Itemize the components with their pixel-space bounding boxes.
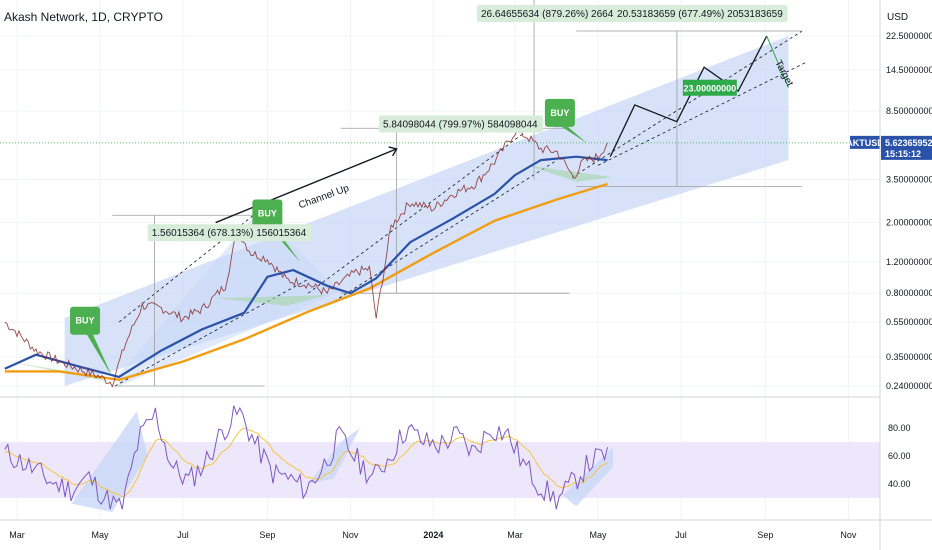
time-tick-label: May xyxy=(589,530,607,540)
chart-title: Akash Network, 1D, CRYPTO xyxy=(4,10,163,24)
buy-label: BUY xyxy=(76,316,95,326)
price-tick-label: 1.20000000 xyxy=(886,257,932,267)
measurement-label: 1.56015364 (678.13%) 156015364 xyxy=(147,224,312,242)
rsi-tick-label: 60.00 xyxy=(888,451,911,461)
measurement-text: 5.84098044 (799.97%) 584098044 xyxy=(383,119,538,130)
target-badge: 23.00000000 xyxy=(682,79,737,96)
buy-callout-shape xyxy=(544,98,588,144)
ma-50-line xyxy=(4,155,608,379)
time-tick-label: Nov xyxy=(840,530,857,540)
rsi-channel xyxy=(71,411,148,512)
price-tick-label: 8.50000000 xyxy=(886,106,932,116)
rsi-tick-label: 80.00 xyxy=(888,423,911,433)
buy-callout: BUY xyxy=(544,98,588,144)
channel-up-arrowhead xyxy=(388,146,398,157)
time-tick-label: Jul xyxy=(177,530,189,540)
measurement-label: 5.84098044 (799.97%) 584098044 xyxy=(379,115,544,133)
time-tick-label: 2024 xyxy=(423,530,443,540)
time-tick-label: Mar xyxy=(507,530,523,540)
price-tick-label: 3.50000000 xyxy=(886,174,932,184)
measurement-text: 26.64655634 (879.26%) 2664655634 xyxy=(481,9,647,20)
measurement-text: 20.53183659 (677.49%) 2053183659 xyxy=(617,9,783,20)
measurement-bg xyxy=(379,115,544,133)
measurement-label: 20.53183659 (677.49%) 2053183659 xyxy=(613,5,788,22)
price-tag-value: 5.62365952 xyxy=(885,138,932,148)
symbol-tag: AKTUSD xyxy=(846,138,884,148)
measurement-bg xyxy=(476,5,652,22)
price-tick-label: 14.50000000 xyxy=(886,65,932,75)
accumulation-zone xyxy=(7,361,115,383)
price-tick-label: 22.50000000 xyxy=(886,31,932,41)
time-tick-label: Nov xyxy=(342,530,359,540)
time-tick-label: Sep xyxy=(259,530,275,540)
measurement-label: 26.64655634 (879.26%) 2664655634 xyxy=(476,5,652,22)
accumulation-zone xyxy=(527,165,613,182)
target-badge-bg xyxy=(682,79,737,96)
price-tick-label: 2.00000000 xyxy=(886,218,932,228)
price-tag-bg xyxy=(881,135,932,160)
channel-line xyxy=(597,61,807,166)
rsi-channel xyxy=(562,447,613,507)
price-tick-label: 0.55000000 xyxy=(886,317,932,327)
price-tick-label: 0.24000000 xyxy=(886,381,932,391)
channel-up-arrow xyxy=(215,148,397,224)
price-tick-label: 0.35000000 xyxy=(886,352,932,362)
rsi-tick-label: 40.00 xyxy=(888,479,911,489)
measurement-text: 1.56015364 (678.13%) 156015364 xyxy=(152,228,307,239)
time-tick-label: Sep xyxy=(757,530,773,540)
time-tick-label: Jul xyxy=(675,530,687,540)
channel-up-label: Channel Up xyxy=(297,183,351,212)
buy-callout-shape xyxy=(70,306,113,377)
symbol-tag-bg xyxy=(850,135,880,149)
rsi-band xyxy=(0,442,880,498)
accumulation-zone xyxy=(215,295,328,306)
price-tick-label: 0.80000000 xyxy=(886,288,932,298)
time-tick-label: Mar xyxy=(9,530,25,540)
time-tick-label: May xyxy=(91,530,109,540)
price-countdown: 15:15:12 xyxy=(885,149,921,159)
buy-callout: BUY xyxy=(70,306,113,377)
target-pointer xyxy=(766,35,789,88)
measurement-bg xyxy=(613,5,788,22)
currency-label[interactable]: USD xyxy=(887,12,909,23)
rsi-line xyxy=(4,405,608,510)
target-value: 23.00000000 xyxy=(684,84,737,94)
measurement-bg xyxy=(147,224,312,242)
rsi-signal-line xyxy=(4,427,608,498)
buy-label: BUY xyxy=(550,108,569,118)
buy-label: BUY xyxy=(258,208,277,218)
